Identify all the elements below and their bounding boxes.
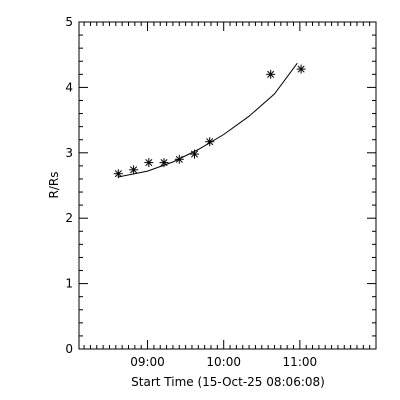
x-tick-label: 10:00 <box>206 355 241 369</box>
data-point <box>266 69 276 79</box>
y-tick-label: 5 <box>65 15 73 29</box>
data-point <box>205 137 215 147</box>
data-point <box>113 169 123 179</box>
y-tick-label: 1 <box>65 277 73 291</box>
data-point <box>129 165 139 175</box>
x-axis-label: Start Time (15-Oct-25 08:06:08) <box>131 375 325 389</box>
y-tick-labels: 0 1 2 3 4 5 <box>65 15 73 356</box>
axis-ticks <box>79 21 377 350</box>
x-tick-label: 09:00 <box>130 355 165 369</box>
fit-curve <box>118 62 298 178</box>
data-point <box>174 154 184 164</box>
plot-frame <box>78 21 377 350</box>
data-point <box>296 64 306 74</box>
y-axis-label: R/Rs <box>47 172 61 199</box>
y-tick-label: 4 <box>65 80 73 94</box>
data-point <box>190 149 199 159</box>
data-points <box>113 64 306 179</box>
x-tick-labels: 09:00 10:00 11:00 <box>130 355 317 369</box>
data-point <box>144 158 154 168</box>
x-tick-label: 11:00 <box>283 355 318 369</box>
y-tick-label: 2 <box>65 211 73 225</box>
data-point <box>159 158 169 168</box>
y-tick-label: 3 <box>65 146 73 160</box>
y-tick-label: 0 <box>65 342 73 356</box>
